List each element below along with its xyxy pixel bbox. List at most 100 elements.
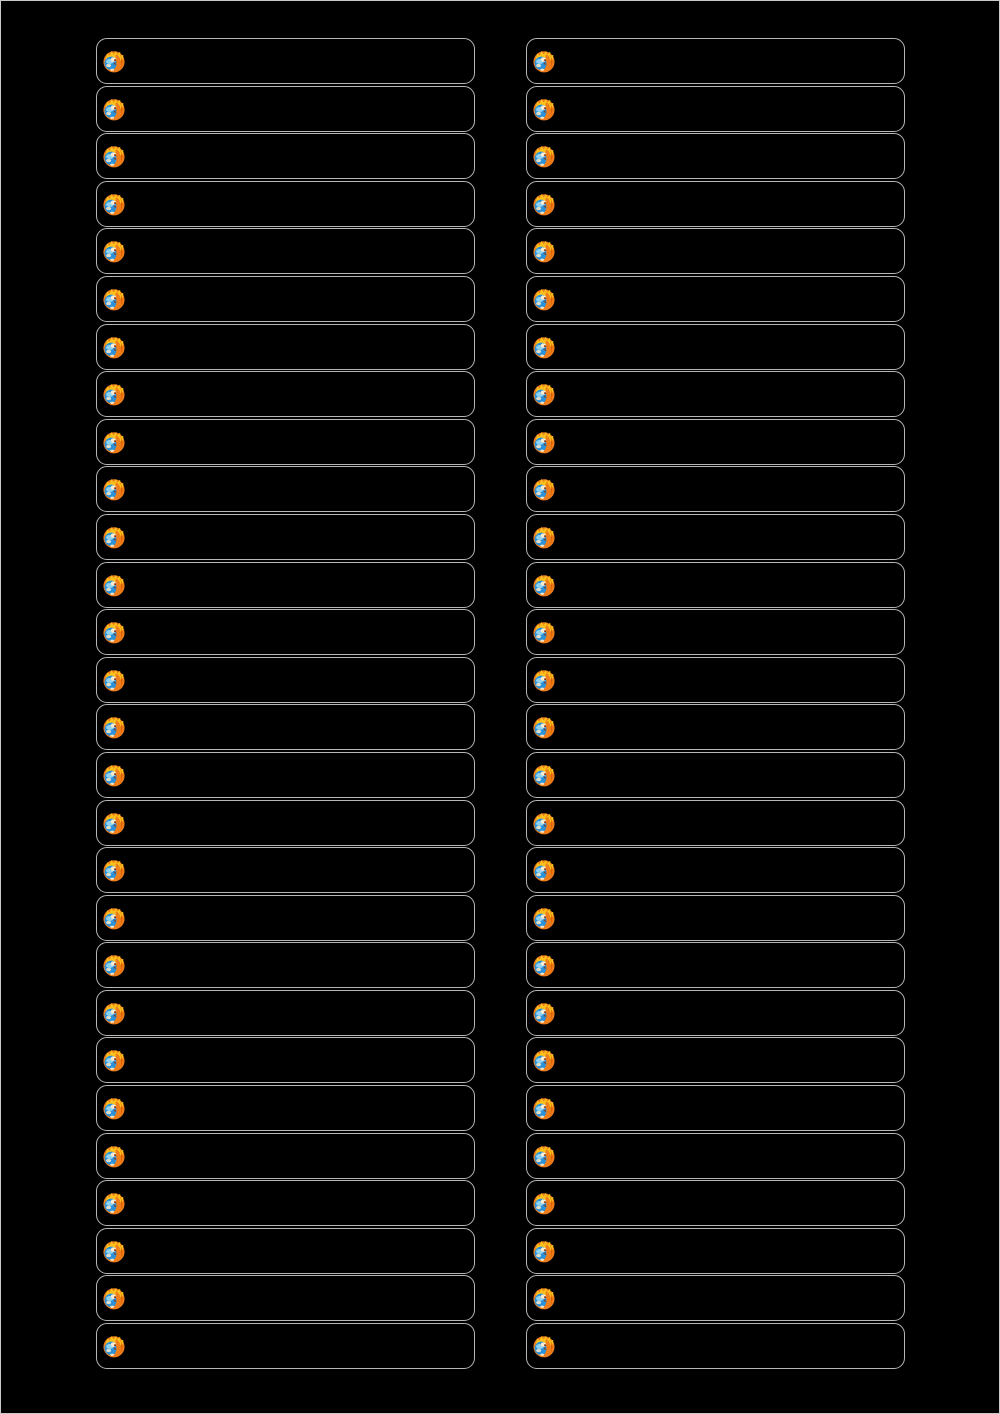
firefox-icon [103, 479, 125, 501]
label-cell[interactable] [526, 1132, 905, 1179]
items-grid [96, 38, 905, 1370]
label-cell[interactable] [96, 1037, 475, 1084]
firefox-icon [533, 1288, 555, 1310]
label-cell[interactable] [96, 1180, 475, 1227]
label-cell[interactable] [526, 1180, 905, 1227]
firefox-icon [103, 98, 125, 120]
firefox-icon [103, 526, 125, 549]
firefox-icon [533, 859, 555, 882]
label-cell[interactable] [96, 180, 475, 227]
firefox-icon [103, 574, 125, 596]
label-cell[interactable] [96, 847, 475, 894]
firefox-icon [533, 1050, 555, 1072]
label-cell[interactable] [96, 704, 475, 751]
label-cell[interactable] [96, 1323, 475, 1370]
firefox-icon [103, 621, 125, 644]
label-cell[interactable] [526, 799, 905, 846]
label-cell[interactable] [526, 1323, 905, 1370]
label-cell[interactable] [526, 180, 905, 227]
firefox-icon [533, 621, 555, 644]
label-cell[interactable] [96, 1275, 475, 1322]
label-cell[interactable] [96, 1085, 475, 1132]
firefox-icon [533, 98, 555, 120]
label-cell[interactable] [526, 751, 905, 798]
label-cell[interactable] [96, 799, 475, 846]
label-cell[interactable] [526, 1037, 905, 1084]
firefox-icon [533, 955, 555, 977]
label-cell[interactable] [96, 989, 475, 1036]
firefox-icon [533, 1002, 555, 1025]
firefox-icon [533, 812, 555, 834]
firefox-icon [533, 907, 555, 930]
firefox-icon [103, 193, 125, 216]
label-cell[interactable] [526, 656, 905, 703]
firefox-icon [533, 1240, 555, 1263]
firefox-icon [533, 431, 555, 454]
firefox-icon [103, 764, 125, 787]
firefox-icon [103, 1002, 125, 1025]
firefox-icon [103, 288, 125, 311]
label-cell[interactable] [526, 704, 905, 751]
label-cell[interactable] [96, 1132, 475, 1179]
firefox-icon [103, 50, 125, 73]
label-cell[interactable] [526, 847, 905, 894]
label-cell[interactable] [526, 466, 905, 513]
label-cell[interactable] [96, 894, 475, 941]
firefox-icon [533, 526, 555, 549]
firefox-icon [103, 859, 125, 882]
label-cell[interactable] [96, 561, 475, 608]
firefox-icon [533, 336, 555, 358]
label-cell[interactable] [526, 561, 905, 608]
firefox-icon [103, 1193, 125, 1215]
label-cell[interactable] [526, 942, 905, 989]
firefox-icon [533, 479, 555, 501]
label-cell[interactable] [96, 418, 475, 465]
label-cell[interactable] [526, 371, 905, 418]
firefox-icon [103, 907, 125, 930]
firefox-icon [533, 1097, 555, 1120]
label-cell[interactable] [96, 371, 475, 418]
label-cell[interactable] [526, 228, 905, 275]
firefox-icon [533, 288, 555, 311]
label-cell[interactable] [526, 989, 905, 1036]
firefox-icon [533, 574, 555, 596]
label-cell[interactable] [526, 1275, 905, 1322]
label-cell[interactable] [526, 275, 905, 322]
label-cell[interactable] [526, 1227, 905, 1274]
firefox-icon [533, 146, 555, 168]
label-cell[interactable] [96, 656, 475, 703]
label-cell[interactable] [96, 466, 475, 513]
firefox-icon [533, 1145, 555, 1168]
label-cell[interactable] [526, 38, 905, 84]
label-cell[interactable] [96, 513, 475, 560]
label-cell[interactable] [96, 609, 475, 656]
label-cell[interactable] [96, 942, 475, 989]
firefox-icon [533, 764, 555, 787]
label-cell[interactable] [526, 1085, 905, 1132]
label-cell[interactable] [526, 323, 905, 370]
firefox-icon [103, 1335, 125, 1358]
label-cell[interactable] [526, 418, 905, 465]
label-cell[interactable] [96, 38, 475, 84]
label-cell[interactable] [96, 228, 475, 275]
label-cell[interactable] [526, 85, 905, 132]
firefox-icon [103, 955, 125, 977]
firefox-icon [103, 669, 125, 692]
firefox-icon [533, 1335, 555, 1358]
firefox-icon [103, 1050, 125, 1072]
firefox-icon [533, 717, 555, 739]
firefox-icon [533, 669, 555, 692]
label-cell[interactable] [96, 85, 475, 132]
label-cell[interactable] [526, 894, 905, 941]
label-cell[interactable] [526, 513, 905, 560]
label-cell[interactable] [526, 133, 905, 180]
label-cell[interactable] [526, 609, 905, 656]
firefox-icon [533, 1193, 555, 1215]
label-cell[interactable] [96, 133, 475, 180]
label-cell[interactable] [96, 323, 475, 370]
firefox-icon [533, 193, 555, 216]
label-cell[interactable] [96, 751, 475, 798]
label-cell[interactable] [96, 275, 475, 322]
label-cell[interactable] [96, 1227, 475, 1274]
